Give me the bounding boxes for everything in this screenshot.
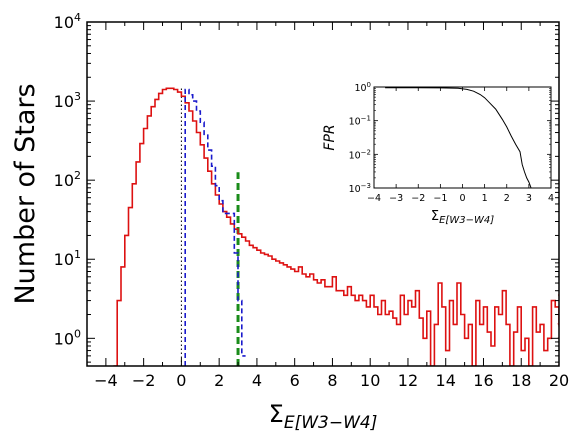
y-tick-label: 103 <box>54 90 81 111</box>
inset-y-axis-label: FPR <box>322 124 338 150</box>
inset-x-tick-label: 0 <box>459 193 465 204</box>
series-dashed-steps <box>184 88 246 366</box>
inset-y-tick-label: 10−2 <box>349 148 371 161</box>
inset-x-tick-label: 2 <box>504 193 510 204</box>
x-tick-label: 2 <box>214 371 224 390</box>
y-tick-label: 101 <box>54 248 81 269</box>
x-tick-label: 12 <box>398 371 418 390</box>
main-plot-area: −4 −2 0 2 4 6 8 10 12 14 16 18 20100101102103104ΣE[W… <box>10 11 569 432</box>
y-tick-label: 102 <box>54 169 81 190</box>
x-tick-label: 6 <box>290 371 300 390</box>
x-tick-label: 20 <box>549 371 569 390</box>
series-solid-steps <box>113 87 559 366</box>
x-tick-label: 8 <box>327 371 337 390</box>
y-tick-label: 104 <box>54 11 81 32</box>
x-tick-label: 16 <box>473 371 493 390</box>
inset-x-axis-label: ΣE[W3−W4] <box>431 209 494 226</box>
x-tick-label: 10 <box>360 371 380 390</box>
inset-x-tick-label: 3 <box>526 193 532 204</box>
x-tick-label: 14 <box>436 371 456 390</box>
inset-y-tick-label: 10−3 <box>349 182 371 195</box>
inset-x-tick-label: 1 <box>482 193 488 204</box>
x-tick-label: −4 <box>94 371 118 390</box>
inset-x-tick-label: 4 <box>548 193 554 204</box>
fpr-curve <box>385 87 532 189</box>
inset-x-tick-label: −1 <box>433 193 447 204</box>
x-axis-label: ΣE[W3−W4] <box>269 400 378 432</box>
inset-background <box>374 87 551 188</box>
x-tick-label: −2 <box>132 371 156 390</box>
inset-x-tick-label: −4 <box>367 193 381 204</box>
y-axis-label: Number of Stars <box>10 83 41 304</box>
main-plot-frame <box>86 21 560 367</box>
inset-x-tick-label: −2 <box>411 193 425 204</box>
inset-plot-area: −4 −3 −2 −1 0 1 2 3 4 10−3 10−2 10−1 100 FPR ΣE[W3−W4] <box>322 81 554 226</box>
y-tick-label: 100 <box>54 327 81 348</box>
x-tick-label: 18 <box>511 371 531 390</box>
inset-x-tick-label: −3 <box>389 193 403 204</box>
x-tick-label: 0 <box>176 371 186 390</box>
x-tick-label: 4 <box>252 371 262 390</box>
inset-y-tick-label: 100 <box>354 81 371 94</box>
inset-y-tick-label: 10−1 <box>349 115 371 128</box>
